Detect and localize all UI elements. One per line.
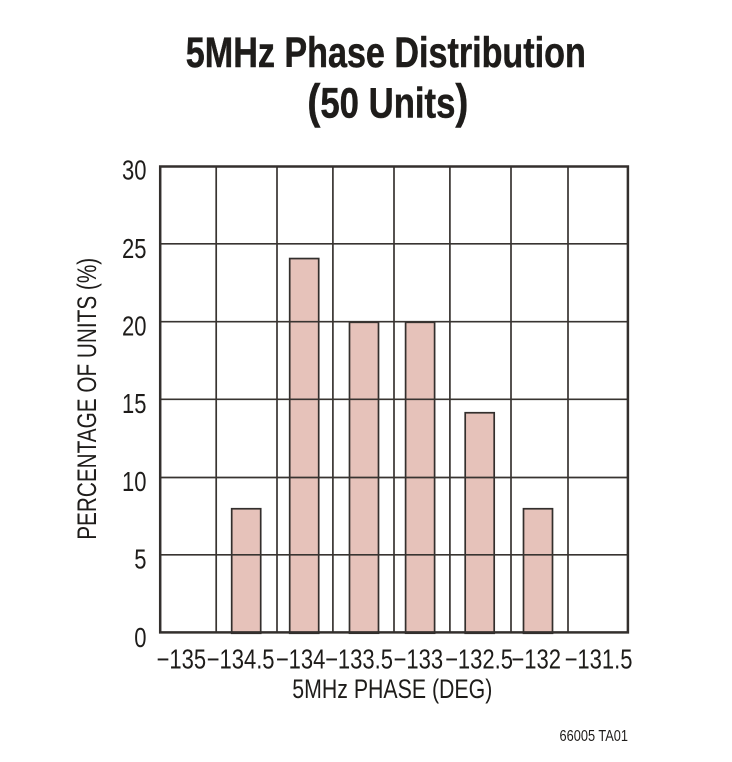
svg-text:−134: −134 [276,644,326,675]
svg-text:5MHz Phase Distribution: 5MHz Phase Distribution [186,29,586,76]
svg-text:5MHz PHASE (DEG): 5MHz PHASE (DEG) [292,674,492,704]
svg-text:5: 5 [134,544,146,575]
svg-text:−134.5: −134.5 [207,644,275,675]
svg-text:−133: −133 [394,644,444,675]
svg-text:20: 20 [122,311,146,342]
svg-text:15: 15 [122,389,146,420]
svg-text:−131.5: −131.5 [565,644,633,675]
svg-text:−135: −135 [157,644,207,675]
svg-text:PERCENTAGE OF UNITS (%): PERCENTAGE OF UNITS (%) [72,258,102,540]
svg-text:25: 25 [122,234,146,265]
svg-text:−132: −132 [511,644,561,675]
svg-text:10: 10 [122,467,146,498]
svg-text:−132.5: −132.5 [445,644,513,675]
svg-text:30: 30 [122,155,146,186]
svg-text:0: 0 [134,623,146,654]
svg-text:66005 TA01: 66005 TA01 [560,728,629,745]
svg-text:−133.5: −133.5 [325,644,393,675]
svg-text:(50 Units): (50 Units) [307,76,468,129]
